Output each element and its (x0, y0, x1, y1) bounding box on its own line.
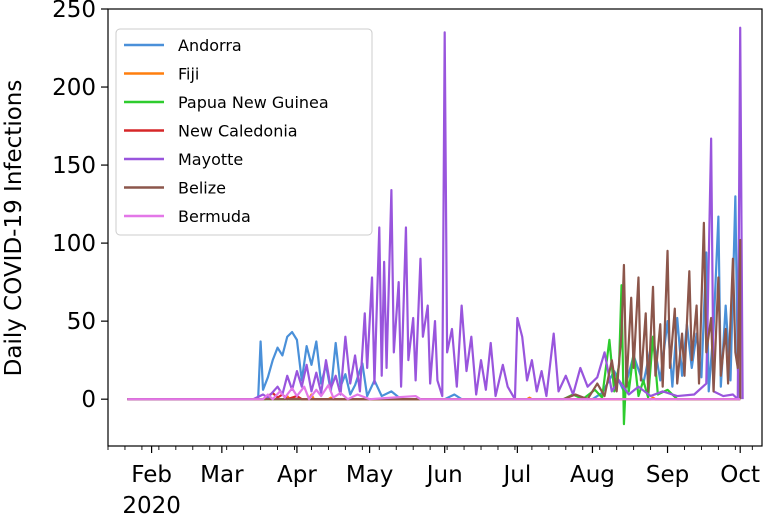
legend-label: Andorra (178, 36, 242, 55)
y-tick-label: 100 (52, 231, 96, 257)
legend-label: Papua New Guinea (178, 93, 329, 112)
x-tick-label: Oct (720, 462, 760, 488)
y-tick-label: 0 (81, 387, 96, 413)
y-tick-label: 250 (52, 0, 96, 23)
legend-label: New Caledonia (178, 122, 298, 141)
legend: Andorra Fiji Papua New Guinea New Caledonia… (115, 28, 373, 236)
y-axis-label: Daily COVID-19 Infections (1, 80, 27, 377)
axes-frame (107, 8, 763, 447)
series-line-5 (127, 221, 742, 401)
series-line-6 (127, 384, 741, 401)
legend-label: Mayotte (178, 150, 243, 169)
axes-layer: 0 50 100 150 200 250 Feb Mar Apr May Jun Jul Aug Sep O… (52, 0, 763, 488)
legend-label: Belize (178, 179, 226, 198)
x-tick-label: May (346, 462, 394, 488)
y-tick-label: 50 (67, 309, 96, 335)
x-tick-label: Aug (570, 462, 615, 488)
series-layer (127, 26, 744, 426)
y-tick-label: 200 (52, 75, 96, 101)
x-tick-label: Jul (501, 462, 531, 488)
x-tick-label: Jun (425, 462, 463, 488)
series-line-4 (127, 26, 744, 401)
legend-label: Fiji (178, 65, 199, 84)
x-tick-label: Sep (646, 462, 689, 488)
legend-label: Bermuda (178, 207, 251, 226)
x-tick-label: Feb (131, 462, 172, 488)
x-axis-year-label: 2020 (122, 493, 181, 517)
legend-box (115, 28, 373, 236)
y-tick-label: 150 (52, 153, 96, 179)
x-tick-label: Mar (200, 462, 244, 488)
x-tick-label: Apr (277, 462, 317, 488)
